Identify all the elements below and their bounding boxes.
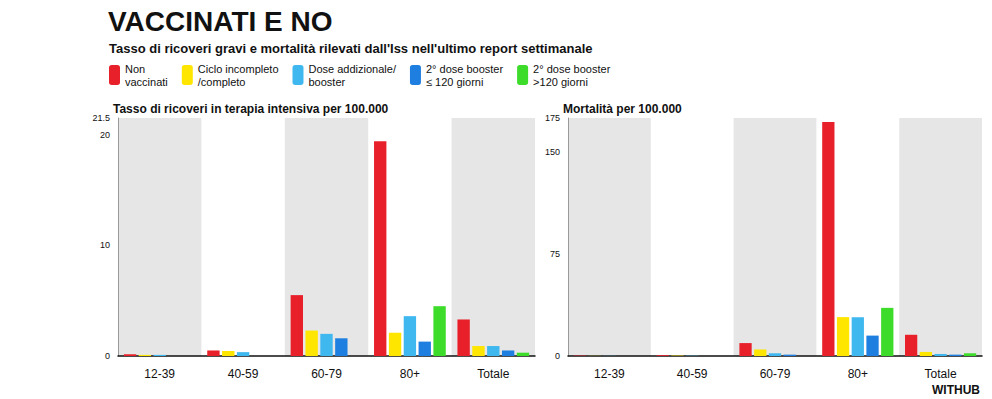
- svg-text:>120 giorni: >120 giorni: [533, 76, 588, 88]
- svg-text:20: 20: [100, 130, 110, 140]
- svg-text:Non: Non: [125, 63, 145, 75]
- svg-text:0: 0: [555, 351, 560, 361]
- svg-text:Mortalità per 100.000: Mortalità per 100.000: [563, 102, 682, 116]
- svg-text:60-79: 60-79: [311, 367, 342, 381]
- svg-text:2° dose booster: 2° dose booster: [426, 63, 504, 75]
- svg-text:80+: 80+: [400, 367, 420, 381]
- svg-text:WITHUB: WITHUB: [932, 383, 980, 397]
- svg-text:175: 175: [545, 113, 560, 123]
- svg-text:Tasso di ricoveri gravi e mort: Tasso di ricoveri gravi e mortalità rile…: [109, 41, 593, 56]
- svg-text:12-39: 12-39: [144, 367, 175, 381]
- svg-text:Totale: Totale: [925, 367, 957, 381]
- svg-text:75: 75: [550, 249, 560, 259]
- svg-text:/completo: /completo: [198, 76, 246, 88]
- svg-text:12-39: 12-39: [594, 367, 625, 381]
- svg-text:booster: booster: [308, 76, 345, 88]
- svg-text:Dose addizionale/: Dose addizionale/: [308, 63, 396, 75]
- svg-text:Ciclo incompleto: Ciclo incompleto: [198, 63, 279, 75]
- svg-text:21.5: 21.5: [92, 113, 110, 123]
- svg-text:0: 0: [105, 351, 110, 361]
- svg-text:≤ 120 giorni: ≤ 120 giorni: [426, 76, 483, 88]
- svg-text:vaccinati: vaccinati: [125, 76, 168, 88]
- svg-text:80+: 80+: [848, 367, 868, 381]
- svg-text:150: 150: [545, 147, 560, 157]
- svg-text:40-59: 40-59: [677, 367, 708, 381]
- svg-text:Tasso di ricoveri in terapia i: Tasso di ricoveri in terapia intensiva p…: [113, 102, 389, 116]
- svg-text:10: 10: [100, 240, 110, 250]
- svg-text:2° dose booster: 2° dose booster: [533, 63, 611, 75]
- svg-text:Totale: Totale: [477, 367, 509, 381]
- svg-text:40-59: 40-59: [228, 367, 259, 381]
- svg-text:60-79: 60-79: [760, 367, 791, 381]
- svg-text:VACCINATI E NO: VACCINATI E NO: [108, 6, 333, 37]
